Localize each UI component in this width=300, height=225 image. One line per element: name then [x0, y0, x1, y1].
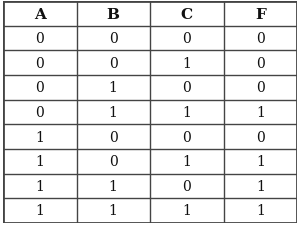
Text: A: A [34, 7, 46, 21]
Text: 1: 1 [109, 106, 118, 119]
Text: 0: 0 [109, 155, 118, 169]
Text: 1: 1 [35, 179, 44, 193]
Text: 0: 0 [182, 130, 191, 144]
Text: 0: 0 [256, 32, 265, 46]
Text: 1: 1 [109, 179, 118, 193]
Text: C: C [181, 7, 193, 21]
Text: 1: 1 [35, 204, 44, 218]
Text: 1: 1 [35, 155, 44, 169]
Text: 1: 1 [109, 81, 118, 95]
Text: 1: 1 [182, 106, 191, 119]
Text: 1: 1 [109, 204, 118, 218]
Text: 1: 1 [35, 130, 44, 144]
Text: B: B [107, 7, 120, 21]
Text: 0: 0 [35, 106, 44, 119]
Text: 0: 0 [109, 130, 118, 144]
Text: 0: 0 [256, 56, 265, 70]
Text: 0: 0 [182, 81, 191, 95]
Text: 0: 0 [35, 32, 44, 46]
Text: 0: 0 [35, 81, 44, 95]
Text: 0: 0 [35, 56, 44, 70]
Text: F: F [255, 7, 266, 21]
Text: 1: 1 [256, 204, 265, 218]
Text: 0: 0 [182, 179, 191, 193]
Text: 1: 1 [182, 155, 191, 169]
Text: 0: 0 [256, 81, 265, 95]
Text: 1: 1 [256, 179, 265, 193]
Text: 1: 1 [256, 155, 265, 169]
Text: 0: 0 [182, 32, 191, 46]
Text: 0: 0 [109, 32, 118, 46]
Text: 0: 0 [256, 130, 265, 144]
Text: 1: 1 [182, 56, 191, 70]
Text: 0: 0 [109, 56, 118, 70]
Text: 1: 1 [256, 106, 265, 119]
Text: 1: 1 [182, 204, 191, 218]
